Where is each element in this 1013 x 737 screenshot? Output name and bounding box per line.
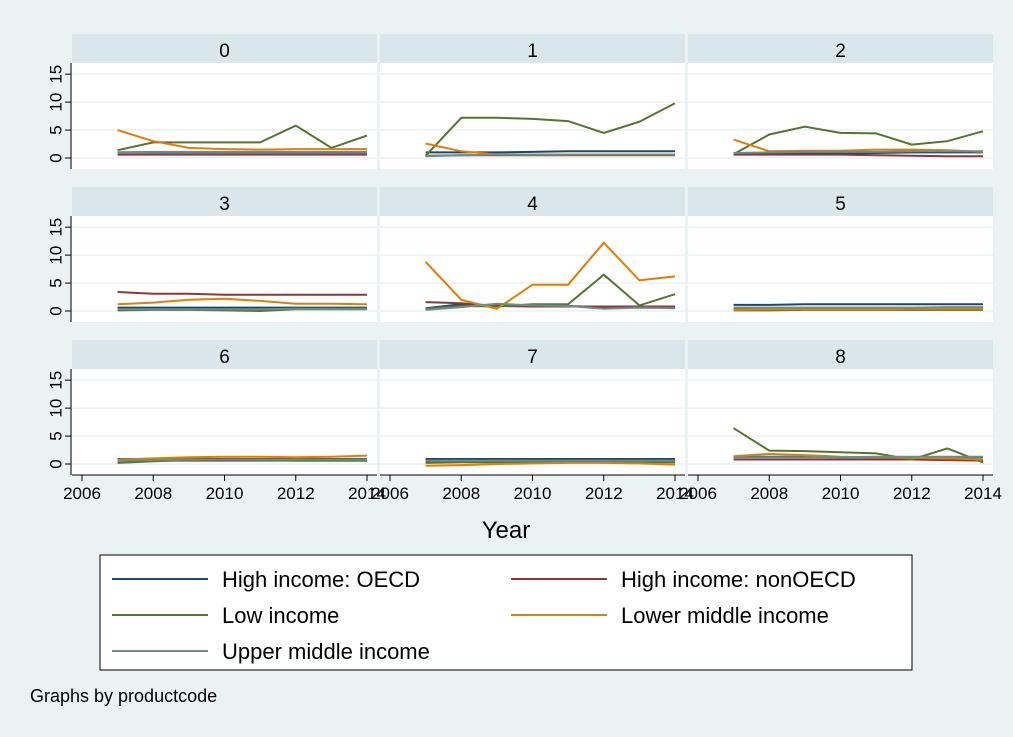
series-line-4 <box>424 241 676 310</box>
x-axis-label: Year <box>482 517 531 544</box>
panel-header <box>72 187 377 216</box>
panel-title: 8 <box>835 347 846 368</box>
panel-5: 5 <box>688 187 993 322</box>
y-tick-label: 0 <box>47 306 66 315</box>
series-line-2 <box>733 458 984 462</box>
plot-area <box>688 216 993 322</box>
x-tick-label: 2012 <box>277 484 315 503</box>
y-tick-label: 15 <box>47 218 66 237</box>
panel-4: 4 <box>380 187 685 322</box>
series-line-2 <box>117 291 367 296</box>
panel-1: 1 <box>380 34 685 169</box>
series-line-4 <box>425 461 676 467</box>
series-line-3 <box>733 427 984 464</box>
panel-header <box>688 340 993 369</box>
panels: 0 1 2 3 4 5 6 7 8 <box>72 34 993 475</box>
x-tick-label: 2012 <box>893 484 931 503</box>
x-tick-label: 2006 <box>679 484 717 503</box>
series-line-1 <box>733 303 983 306</box>
plot-area <box>380 369 685 475</box>
x-tick-label: 2014 <box>964 484 1002 503</box>
series-line-4 <box>733 138 984 153</box>
panel-title: 5 <box>835 194 846 215</box>
x-tick-label: 2006 <box>371 484 409 503</box>
series-line-5 <box>117 150 367 154</box>
series-line-4 <box>117 129 367 151</box>
panel-3: 3 <box>72 187 377 322</box>
legend-label: High income: OECD <box>222 567 420 592</box>
panel-title: 7 <box>527 347 538 368</box>
y-tick-label: 10 <box>47 93 66 112</box>
panel-0: 0 <box>72 34 377 169</box>
legend-box <box>99 554 913 671</box>
legend-label: Lower middle income <box>621 603 829 628</box>
series-line-5 <box>733 150 983 154</box>
x-tick-label: 2008 <box>750 484 788 503</box>
series-line-4 <box>117 454 368 461</box>
series-line-1 <box>733 151 983 155</box>
y-tick-label: 15 <box>47 371 66 390</box>
y-tick-label: 5 <box>47 278 66 287</box>
panel-header <box>380 187 685 216</box>
panel-2: 2 <box>688 34 993 169</box>
graph-note: Graphs by productcode <box>30 686 217 706</box>
panel-8: 8 <box>688 340 993 475</box>
series-line-5 <box>733 455 983 459</box>
y-tick-label: 10 <box>47 246 66 265</box>
legend-item: High income: OECD <box>112 567 420 592</box>
x-tick-label: 2010 <box>206 484 244 503</box>
series-line-5 <box>425 153 675 158</box>
series-line-5 <box>425 302 676 311</box>
y-tick-label: 0 <box>47 459 66 468</box>
legend-label: High income: nonOECD <box>621 567 856 592</box>
panel-title: 1 <box>527 41 538 62</box>
panel-header <box>72 34 377 63</box>
legend-item: Lower middle income <box>511 603 829 628</box>
x-tick-label: 2010 <box>822 484 860 503</box>
legend: High income: OECD High income: nonOECD Low… <box>99 554 913 671</box>
y-tick-label: 10 <box>47 399 66 418</box>
y-tick-label: 5 <box>47 431 66 440</box>
legend-item: Upper middle income <box>112 639 430 664</box>
panel-title: 2 <box>835 41 846 62</box>
panel-title: 6 <box>219 347 230 368</box>
series-line-2 <box>733 153 983 158</box>
panel-title: 4 <box>527 194 538 215</box>
series-line-5 <box>117 458 367 462</box>
x-tick-label: 2008 <box>442 484 480 503</box>
panel-header <box>380 34 685 63</box>
series-line-4 <box>117 297 368 306</box>
series-line-5 <box>733 306 983 309</box>
legend-label: Upper middle income <box>222 639 430 664</box>
legend-item: Low income <box>112 603 339 628</box>
y-tick-label: 5 <box>47 125 66 134</box>
panel-header <box>688 34 993 63</box>
x-tick-label: 2014 <box>656 484 694 503</box>
x-tick-label: 2006 <box>63 484 101 503</box>
panel-header <box>380 340 685 369</box>
x-tick-label: 2010 <box>514 484 552 503</box>
panel-title: 3 <box>219 194 230 215</box>
y-tick-label: 15 <box>47 65 66 84</box>
panel-title: 0 <box>219 41 230 62</box>
legend-label: Low income <box>222 603 339 628</box>
y-tick-label: 0 <box>47 153 66 162</box>
panel-header <box>72 340 377 369</box>
series-line-3 <box>424 102 676 157</box>
plot-area <box>72 216 377 322</box>
x-tick-label: 2014 <box>348 484 386 503</box>
x-tick-label: 2012 <box>585 484 623 503</box>
panel-header <box>688 187 993 216</box>
panel-7: 7 <box>380 340 685 475</box>
panel-6: 6 <box>72 340 377 475</box>
series-line-5 <box>117 307 367 311</box>
x-tick-label: 2008 <box>134 484 172 503</box>
legend-item: High income: nonOECD <box>511 567 856 592</box>
series-line-3 <box>733 125 984 155</box>
series-line-4 <box>733 307 983 311</box>
